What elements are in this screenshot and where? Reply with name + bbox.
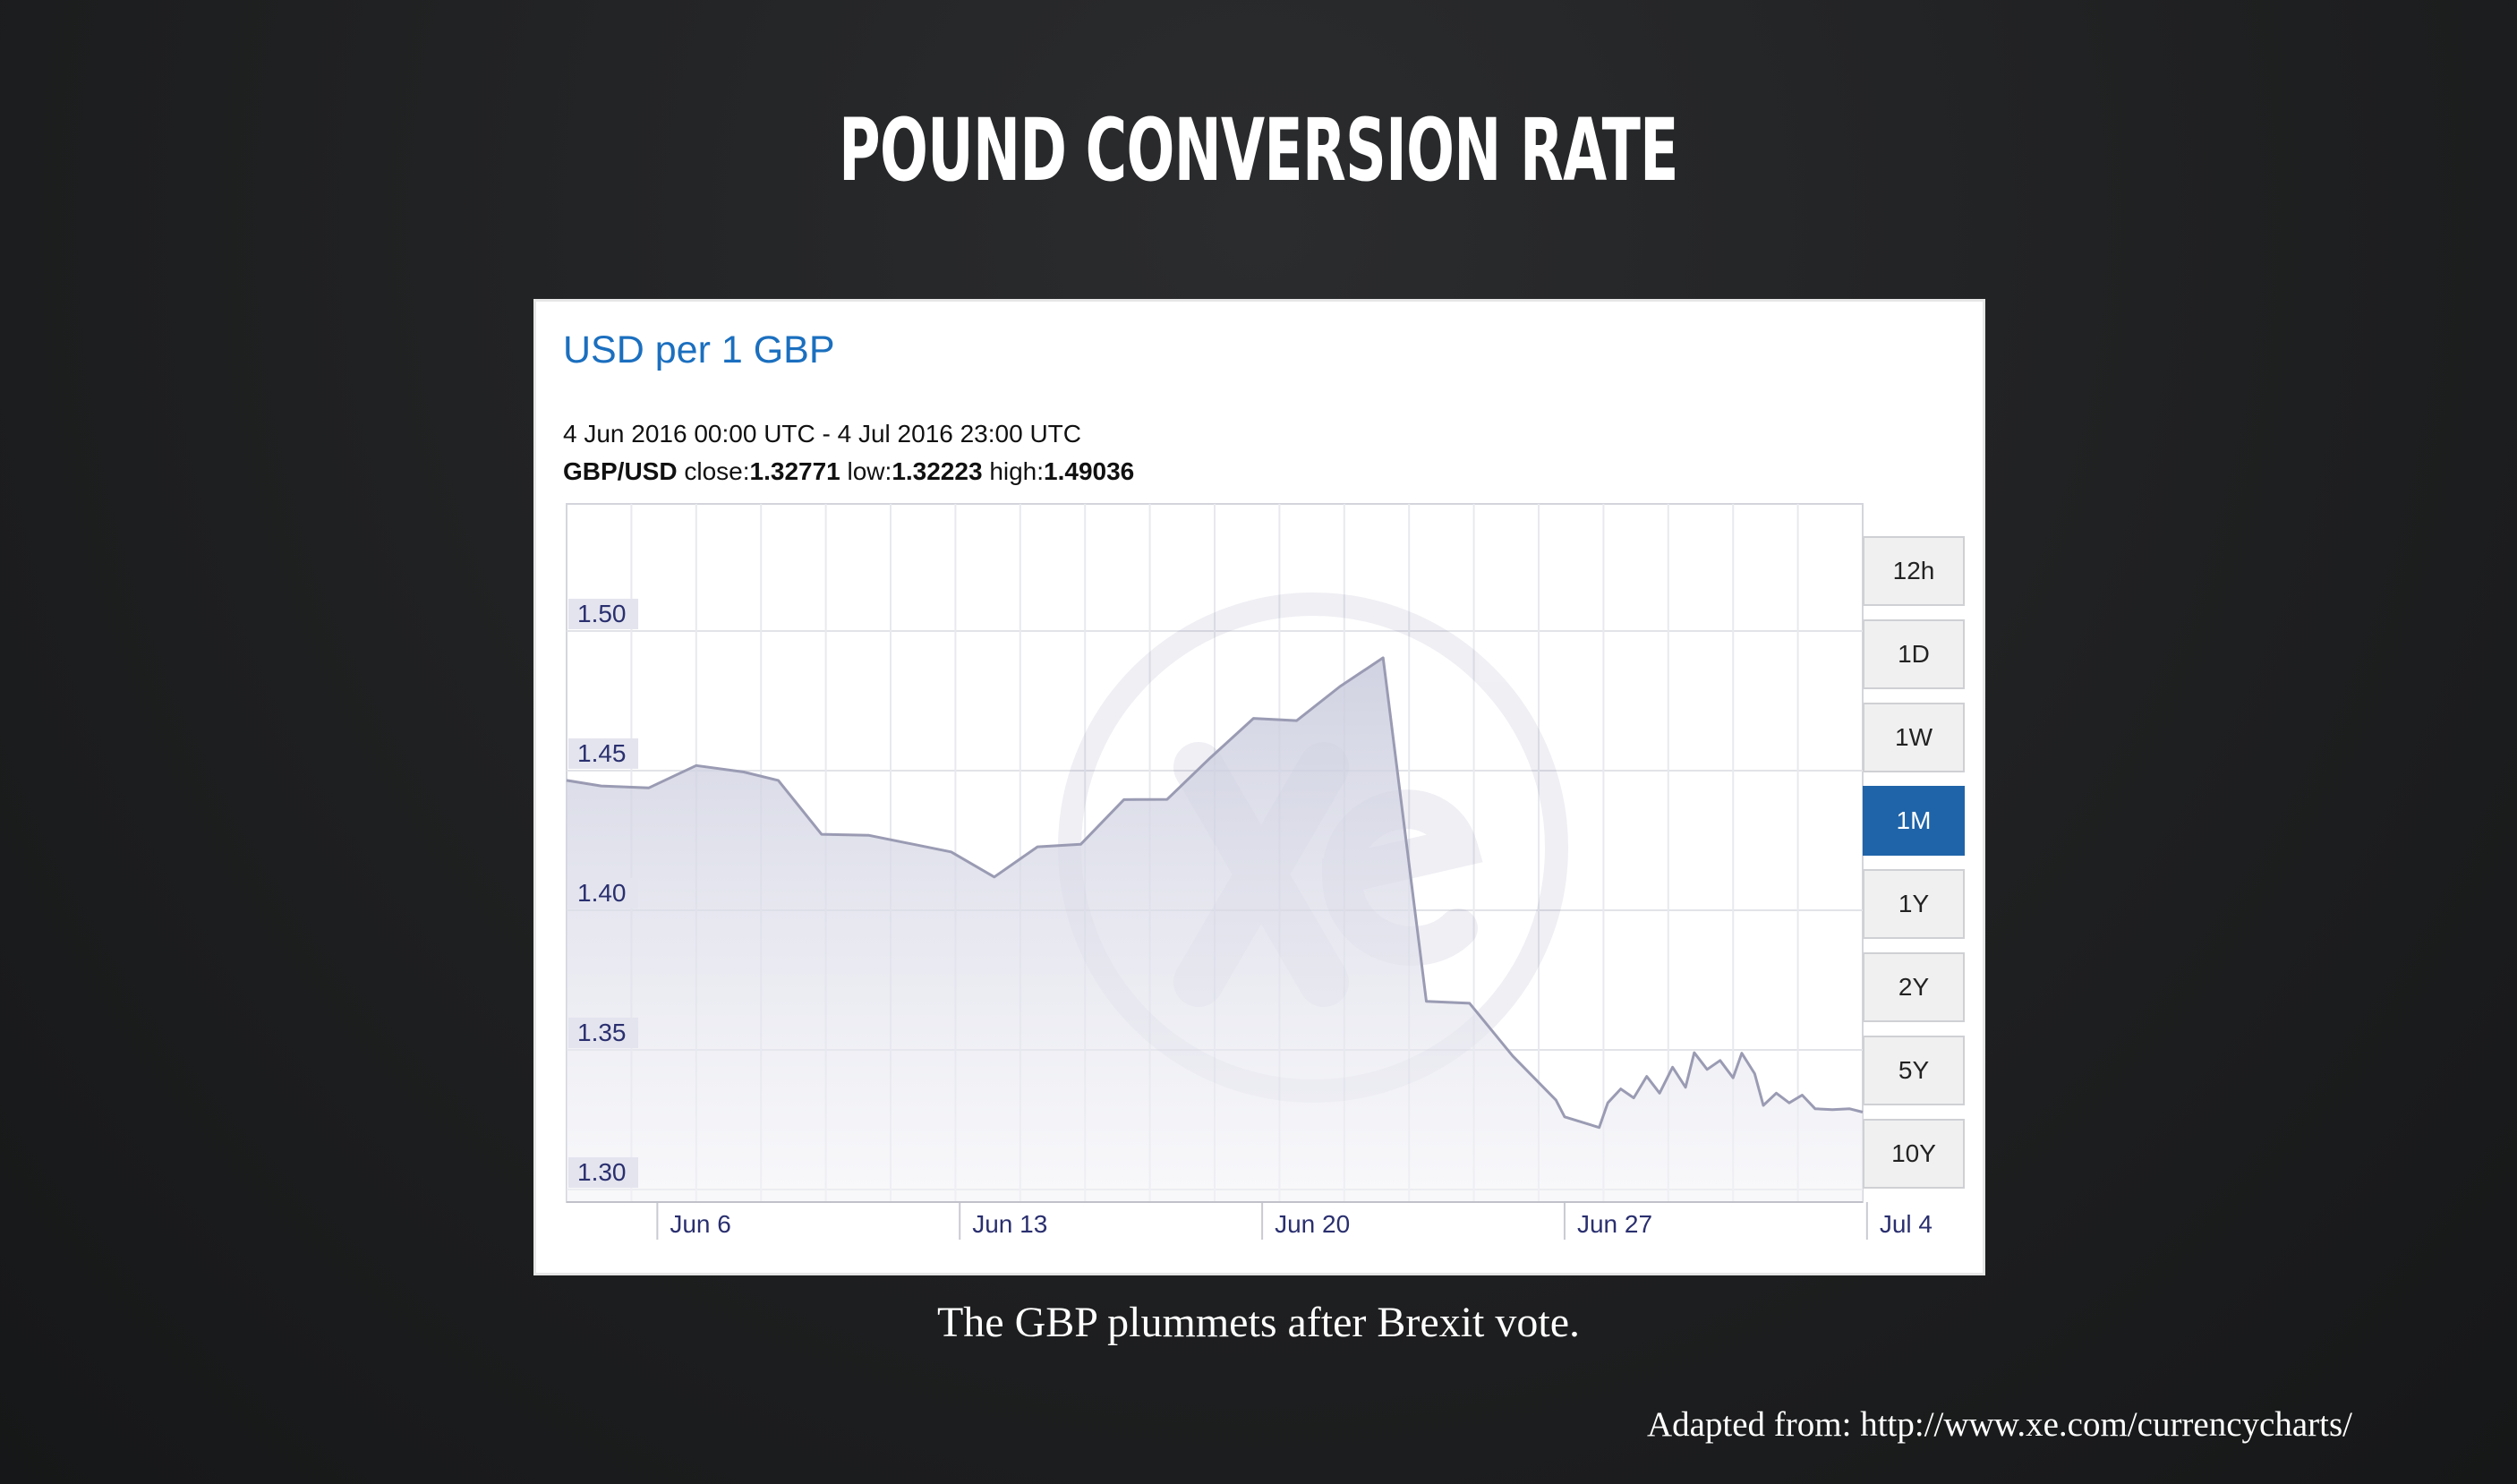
range-button-2y[interactable]: 2Y bbox=[1863, 952, 1965, 1022]
chart-stats: GBP/USD close:1.32771 low:1.32223 high:1… bbox=[563, 456, 1134, 488]
y-tick-label-bg bbox=[568, 598, 638, 629]
close-value: 1.32771 bbox=[749, 457, 840, 485]
chart-title: USD per 1 GBP bbox=[563, 328, 835, 371]
slide-title: POUND CONVERSION RATE bbox=[839, 100, 1678, 200]
y-tick-label-bg bbox=[568, 1156, 638, 1188]
y-tick-label: 1.50 bbox=[577, 600, 627, 627]
x-tick-label: Jun 13 bbox=[972, 1210, 1047, 1238]
y-tick-label: 1.35 bbox=[577, 1019, 627, 1046]
x-tick-label: Jun 6 bbox=[670, 1210, 731, 1238]
y-tick-label-bg bbox=[568, 1017, 638, 1048]
x-tick-label: Jul 4 bbox=[1880, 1210, 1933, 1238]
high-value: 1.49036 bbox=[1044, 457, 1135, 485]
range-button-10y[interactable]: 10Y bbox=[1863, 1119, 1965, 1189]
x-tick-label: Jun 20 bbox=[1275, 1210, 1350, 1238]
rate-area-fill bbox=[567, 657, 1863, 1202]
slide-caption: The GBP plummets after Brexit vote. bbox=[936, 1299, 1581, 1346]
x-tick-label: Jun 27 bbox=[1577, 1210, 1652, 1238]
currency-chart-panel: USD per 1 GBP 4 Jun 2016 00:00 UTC - 4 J… bbox=[533, 299, 1985, 1275]
y-tick-label: 1.30 bbox=[577, 1158, 627, 1186]
date-range: 4 Jun 2016 00:00 UTC - 4 Jul 2016 23:00 … bbox=[563, 420, 1082, 448]
low-label: low: bbox=[847, 457, 892, 485]
range-button-1m[interactable]: 1M bbox=[1863, 786, 1965, 856]
range-button-1y[interactable]: 1Y bbox=[1863, 869, 1965, 939]
y-tick-label: 1.45 bbox=[577, 739, 627, 767]
high-label: high: bbox=[989, 457, 1045, 485]
rate-series-line bbox=[566, 656, 1864, 1130]
close-label: close: bbox=[684, 457, 750, 485]
source-attribution: Adapted from: http://www.xe.com/currency… bbox=[1646, 1405, 2352, 1444]
y-tick-label-bg bbox=[568, 877, 638, 908]
range-button-5y[interactable]: 5Y bbox=[1863, 1036, 1965, 1105]
range-button-12h[interactable]: 12h bbox=[1863, 536, 1965, 606]
y-tick-label-bg bbox=[568, 738, 638, 769]
range-button-1d[interactable]: 1D bbox=[1863, 619, 1965, 689]
y-tick-label: 1.40 bbox=[577, 879, 627, 907]
range-button-1w[interactable]: 1W bbox=[1863, 703, 1965, 772]
pair-label: GBP/USD bbox=[563, 457, 678, 485]
low-value: 1.32223 bbox=[892, 457, 983, 485]
rate-chart[interactable]: 1.30 1.35 1.40 1.45 1.50 Jun 6 Jun 13 Jun 20 Ju… bbox=[536, 302, 1983, 1273]
